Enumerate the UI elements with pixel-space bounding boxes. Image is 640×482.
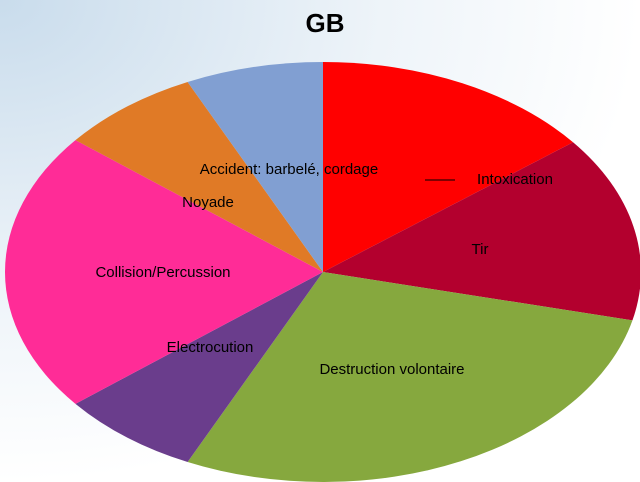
slice-label: Tir [472,241,489,258]
slice-label: Accident: barbelé, cordage [200,161,378,178]
chart-title: GB [306,8,345,38]
slice-label: Intoxication [477,171,553,188]
slice-label: Noyade [182,194,234,211]
pie-slice [187,62,323,272]
pie-slice [75,81,323,272]
pie-slice [75,272,323,463]
pie [4,62,640,482]
pie-slice [187,272,633,482]
slice-label: Electrocution [167,339,254,356]
slice-label: Collision/Percussion [95,264,230,281]
pie-slice [323,142,640,321]
pie-slice [4,140,323,404]
pie-slice [323,62,574,272]
labels: Intoxication Tir Destruction volontaire Ele… [95,161,552,378]
slice-label: Destruction volontaire [319,361,464,378]
